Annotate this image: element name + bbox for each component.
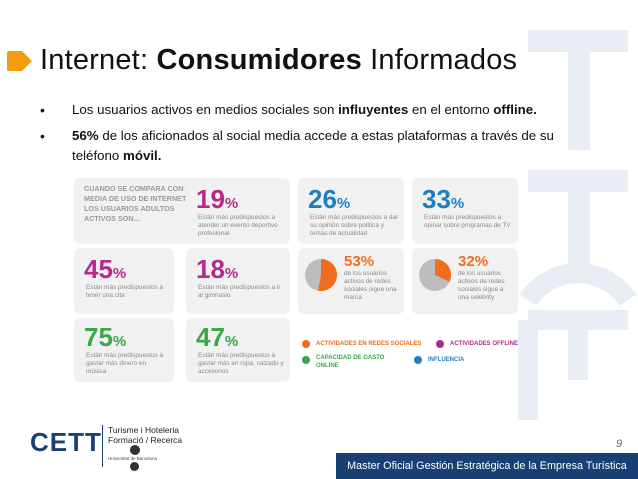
stat-card: 19% Están más predispuestos a atender un… [186, 178, 290, 244]
pie-card: 32% de los usuarios activos de redes soc… [412, 248, 518, 314]
logo-line-3: Universitat de Barcelona [108, 456, 158, 461]
title-bold: Consumidores [156, 44, 362, 76]
stat-card: 18% Están más predispuestos a ir al gimn… [186, 248, 290, 314]
stat-value: 53% [344, 253, 375, 270]
legend-label: Influencia [428, 357, 465, 363]
footer-banner: Master Oficial Gestión Estratégica de la… [336, 453, 638, 479]
ub-seal-icon [130, 462, 139, 471]
pie-chart-celebrity [419, 259, 451, 291]
legend-label: Actividades en redes sociales [316, 341, 422, 347]
legend-dot [302, 340, 310, 348]
page-title: Internet: Consumidores Informados [40, 44, 518, 76]
stat-description: Están más predispuestos a tener una cita [86, 284, 164, 299]
stat-description: Están más predispuestos a atender un eve… [198, 214, 278, 237]
stat-description: Están más predispuestos a opinar sobre p… [424, 214, 511, 229]
stat-description: de los usuarios activos de redes sociale… [458, 270, 505, 301]
logo-wordmark: CETT [30, 427, 102, 457]
stat-value: 33% [422, 184, 465, 214]
stat-description: Están más predispuestos a gastar más din… [86, 352, 164, 375]
stat-description: Están más predispuestos a ir al gimnasio [198, 284, 281, 299]
cett-logo: CETT Turisme i Hoteleria Formació / Rece… [30, 423, 190, 471]
bullet-item: • 56% de los aficionados al social media… [40, 128, 554, 163]
stat-value: 19% [196, 184, 239, 214]
pie-card: 53% de los usuarios activos de redes soc… [298, 248, 404, 314]
bullet-list: • Los usuarios activos en medios sociale… [38, 100, 598, 166]
logo-line-2: Formació / Recerca [108, 435, 183, 445]
stat-description: de los usuarios activos de redes sociale… [344, 270, 397, 301]
stat-description: Están más predispuestos a dar su opinión… [310, 214, 399, 237]
intro-card: Cuando se compara con la media de uso de… [74, 178, 204, 244]
page-number: 9 [616, 438, 623, 450]
stat-card: 75% Están más predispuestos a gastar más… [74, 318, 174, 382]
infographic: Cuando se compara con la media de uso de… [74, 178, 520, 383]
pie-slice [435, 259, 451, 282]
legend-dot [436, 340, 444, 348]
stat-card: 26% Están más predispuestos a dar su opi… [298, 178, 404, 244]
stat-value: 32% [458, 253, 489, 270]
stat-value: 45% [84, 254, 127, 284]
stat-description: Están más predispuestos a gastar más en … [198, 352, 284, 375]
legend-dot [414, 356, 422, 364]
bullet-icon: • [40, 128, 45, 144]
stat-value: 75% [84, 322, 127, 352]
pie-chart-marca [305, 259, 337, 291]
footer-banner-text: Master Oficial Gestión Estratégica de la… [347, 460, 627, 472]
ub-seal-icon [130, 445, 140, 455]
bullet-item: • Los usuarios activos en medios sociale… [40, 102, 537, 118]
stat-card: 45% Están más predispuestos a tener una … [74, 248, 174, 314]
stat-value: 47% [196, 322, 239, 352]
legend-dot [302, 356, 310, 364]
intro-text: Cuando se compara con la media de uso de… [84, 184, 195, 223]
legend-label: Actividades offline [450, 341, 519, 347]
legend-label: Capacidad de gasto online [316, 355, 385, 369]
stat-card: 33% Están más predispuestos a opinar sob… [412, 178, 518, 244]
logo-line-1: Turisme i Hoteleria [108, 425, 180, 435]
pie-slice [318, 259, 337, 291]
stat-value: 18% [196, 254, 239, 284]
stat-card: 47% Están más predispuestos a gastar más… [186, 318, 290, 382]
logo-divider [102, 425, 103, 467]
bullet-icon: • [40, 102, 45, 118]
cett-watermark-logo [518, 30, 637, 420]
stat-value: 26% [308, 184, 351, 214]
title-arrow-icon [7, 51, 32, 71]
